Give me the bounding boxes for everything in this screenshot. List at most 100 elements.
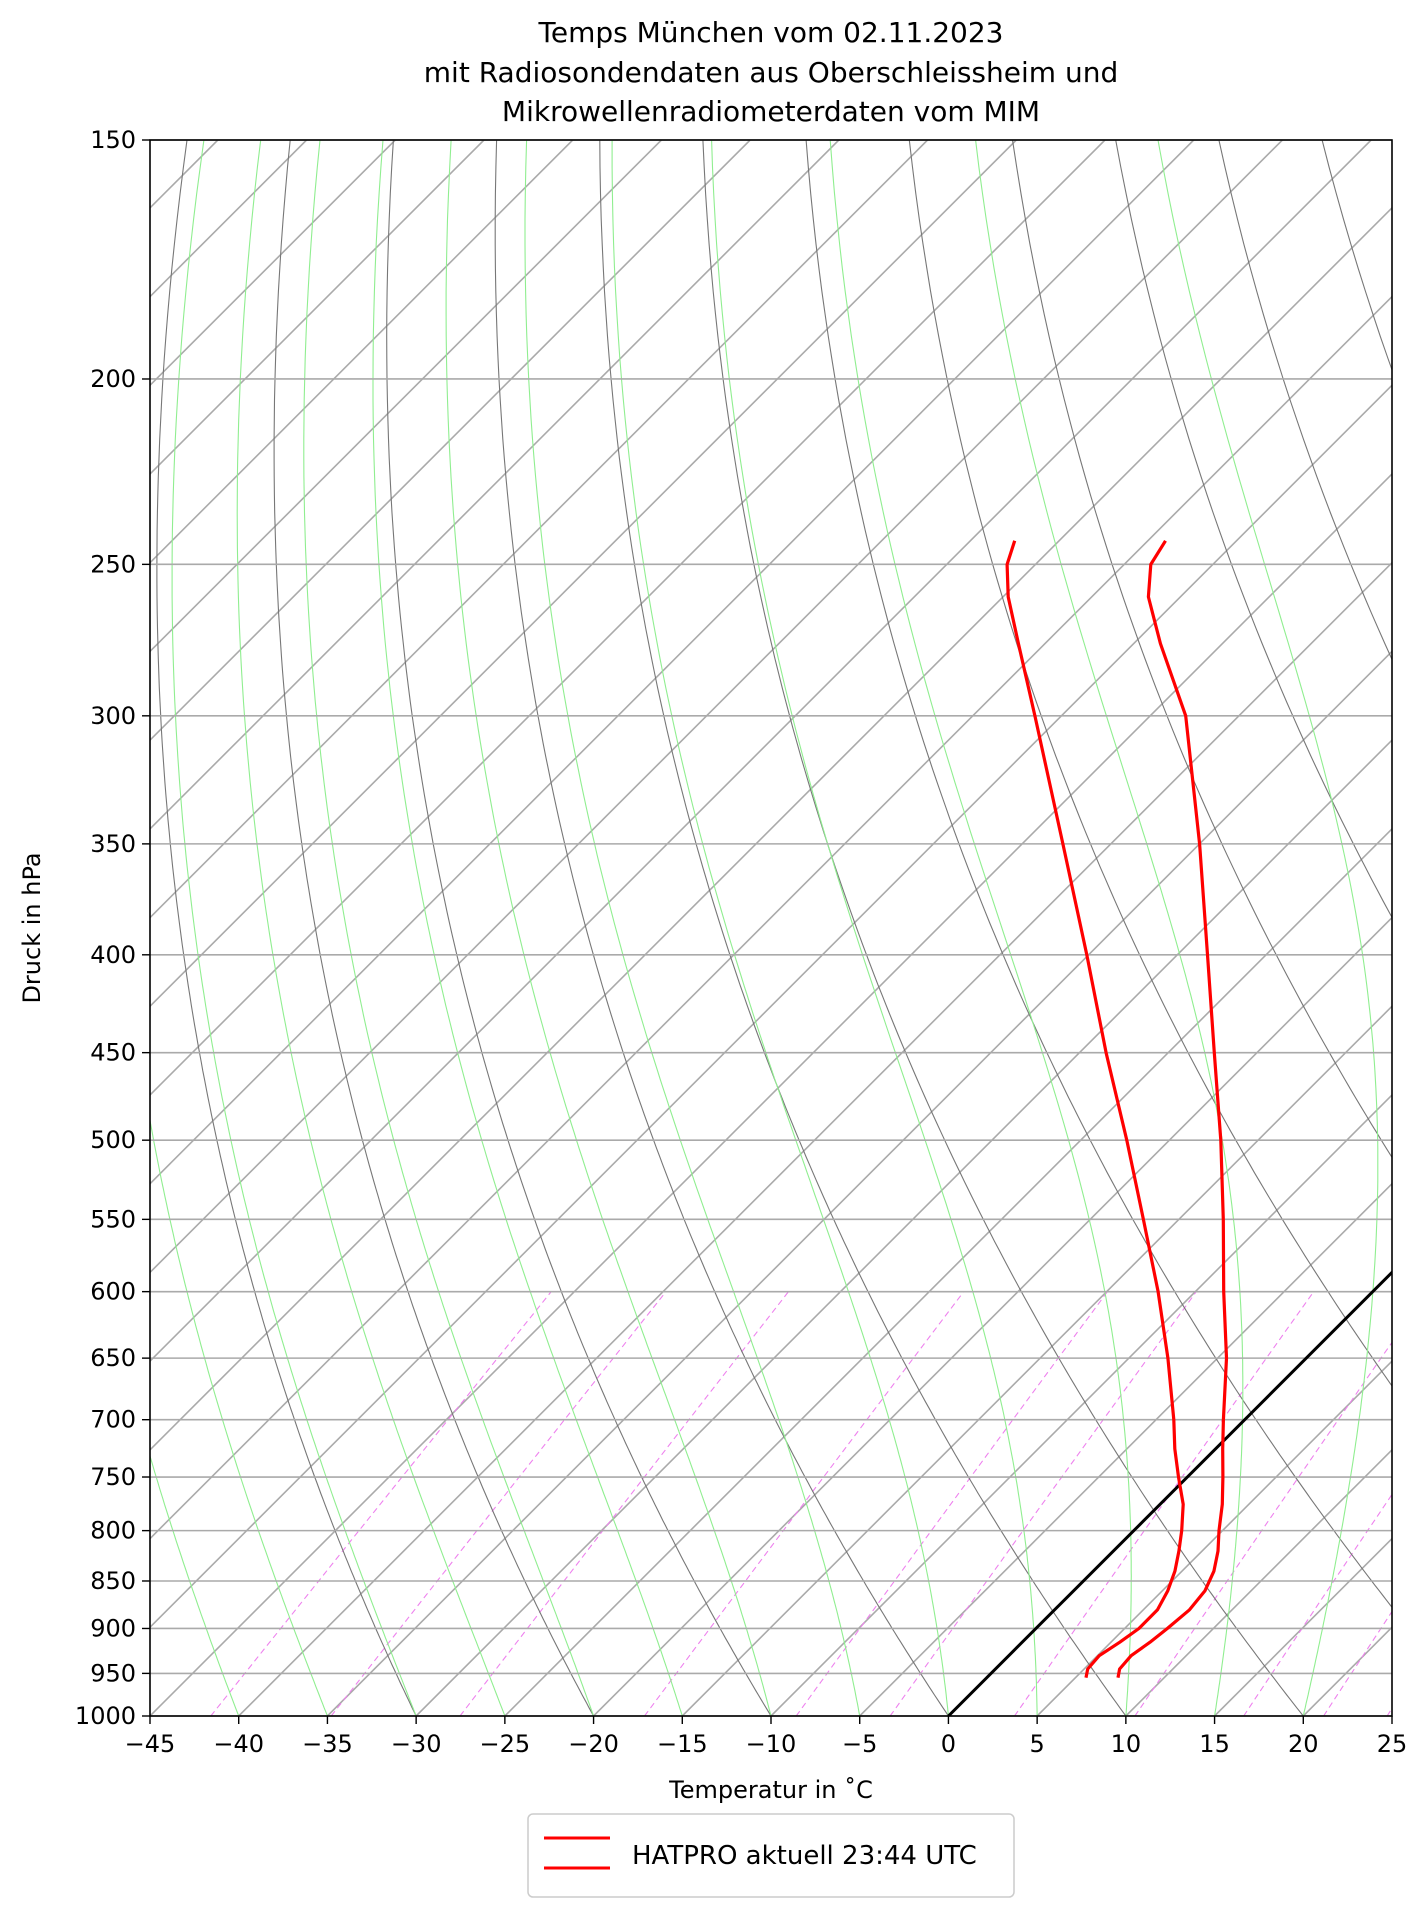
dry-adiabat-line — [494, 140, 949, 1716]
y-tick-label: 800 — [90, 1517, 136, 1545]
mixing-ratio-line — [1386, 1707, 1392, 1716]
moist-adiabat-line — [171, 140, 417, 1716]
moist-adiabat-line — [372, 140, 683, 1716]
y-tick-label: 500 — [90, 1126, 136, 1154]
x-tick-label: −45 — [125, 1730, 176, 1758]
x-tick-label: 20 — [1288, 1730, 1319, 1758]
x-tick-label: −30 — [391, 1730, 442, 1758]
x-tick-label: 15 — [1199, 1730, 1230, 1758]
moist-adiabat-lines — [150, 140, 1392, 1716]
isotherm-line — [504, 827, 1392, 1716]
y-tick-label: 1000 — [75, 1702, 136, 1730]
mixing-ratio-line — [1134, 1341, 1392, 1716]
dry-adiabat-line — [386, 140, 772, 1716]
y-axis-ticks: 1000 950 900 850 800 750 700 650 600 550 500 450 400… — [75, 126, 150, 1730]
moist-adiabat-line — [150, 1117, 328, 1716]
isotherm-line — [1125, 1448, 1392, 1716]
legend-label: HATPRO aktuell 23:44 UTC — [632, 1841, 977, 1871]
dry-adiabat-line — [1115, 140, 1392, 919]
isotherm-line — [150, 140, 485, 476]
y-tick-label: 350 — [90, 830, 136, 858]
isotherm-line — [859, 1182, 1392, 1716]
y-tick-label: 400 — [90, 941, 136, 969]
dry-adiabat-line — [156, 140, 417, 1716]
isotherm-line — [150, 140, 1372, 1363]
isotherm-line — [150, 295, 1392, 1540]
x-tick-label: 10 — [1111, 1730, 1142, 1758]
isotherm-line — [593, 916, 1392, 1716]
isotherm-line — [150, 384, 1392, 1629]
mixing-ratio-line — [644, 1291, 965, 1716]
mixing-ratio-line — [1243, 1493, 1392, 1716]
isotherm-line — [238, 561, 1392, 1716]
moist-adiabat-line — [829, 140, 1132, 1716]
isotherm-line — [326, 650, 1392, 1716]
moist-adiabat-line — [524, 140, 861, 1716]
dry-adiabat-line — [599, 140, 1127, 1716]
chart-title-line-2: mit Radiosondendaten aus Oberschleisshei… — [424, 56, 1118, 89]
moist-adiabat-line — [236, 140, 506, 1716]
y-tick-label: 250 — [90, 550, 136, 578]
mixing-ratio-line — [795, 1291, 1108, 1716]
isotherm-line — [681, 1005, 1392, 1716]
y-tick-label: 200 — [90, 365, 136, 393]
isotherm-line — [150, 140, 929, 919]
x-tick-label: 5 — [1030, 1730, 1045, 1758]
x-tick-label: −20 — [568, 1730, 619, 1758]
zero-degree-isotherm — [947, 1270, 1392, 1716]
temperature-profile-line — [1116, 539, 1229, 1678]
isotherm-line — [415, 739, 1392, 1716]
x-tick-label: −15 — [657, 1730, 708, 1758]
y-tick-label: 450 — [90, 1039, 136, 1067]
y-tick-label: 900 — [90, 1614, 136, 1642]
dry-adiabat-line — [1218, 140, 1392, 661]
isotherm-line — [1214, 1537, 1392, 1716]
x-axis-ticks: −45 −40 −35 −30 −25 −20 −15 −10 −5 0 5 10 15 20 25 — [125, 1716, 1408, 1758]
dry-adiabat-line — [1321, 140, 1392, 372]
mixing-ratio-line — [210, 1291, 552, 1716]
y-tick-label: 550 — [90, 1205, 136, 1233]
x-tick-label: −35 — [302, 1730, 353, 1758]
y-tick-label: 700 — [90, 1406, 136, 1434]
y-tick-label: 750 — [90, 1463, 136, 1491]
isotherm-line — [770, 1093, 1392, 1716]
moist-adiabat-line — [1157, 140, 1379, 1716]
temperature-profile-line — [1005, 540, 1185, 1679]
dry-adiabat-line — [1011, 140, 1392, 1159]
y-tick-label: 600 — [90, 1278, 136, 1306]
legend: HATPRO aktuell 23:44 UTC — [527, 1813, 1015, 1898]
y-axis-label: Druck in hPa — [18, 852, 46, 1003]
moist-adiabat-line — [150, 1454, 240, 1716]
dry-adiabat-lines — [156, 140, 1392, 1716]
legend-box — [527, 1813, 1015, 1898]
dry-adiabat-line — [805, 140, 1392, 1609]
y-tick-label: 950 — [90, 1659, 136, 1687]
isotherm-line — [1391, 1714, 1392, 1716]
zero-isotherm-line — [947, 1270, 1392, 1716]
moist-adiabat-line — [303, 140, 595, 1716]
isotherm-line — [150, 472, 1392, 1716]
y-tick-label: 300 — [90, 702, 136, 730]
x-tick-label: 0 — [941, 1730, 956, 1758]
dry-adiabat-line — [702, 140, 1304, 1716]
isotherm-line — [150, 140, 1017, 1008]
moist-adiabat-line — [1391, 140, 1392, 1716]
moist-adiabat-line — [975, 140, 1244, 1716]
profile-series — [1005, 539, 1229, 1679]
isotherm-line — [150, 206, 1392, 1451]
isotherm-line — [150, 140, 751, 742]
isotherm-line — [150, 140, 662, 653]
mixing-ratio-line — [1014, 1291, 1315, 1716]
isotherm-line — [150, 140, 574, 564]
chart-title-line-1: Temps München vom 02.11.2023 — [538, 16, 1004, 49]
y-tick-label: 650 — [90, 1344, 136, 1372]
isotherm-line — [1302, 1626, 1392, 1716]
isotherm-line — [150, 140, 1195, 1185]
isotherm-line — [150, 140, 840, 830]
y-tick-label: 150 — [90, 126, 136, 154]
isotherm-line — [150, 140, 1283, 1274]
x-tick-label: 25 — [1377, 1730, 1408, 1758]
mixing-ratio-line — [330, 1291, 667, 1716]
x-tick-label: −10 — [746, 1730, 797, 1758]
